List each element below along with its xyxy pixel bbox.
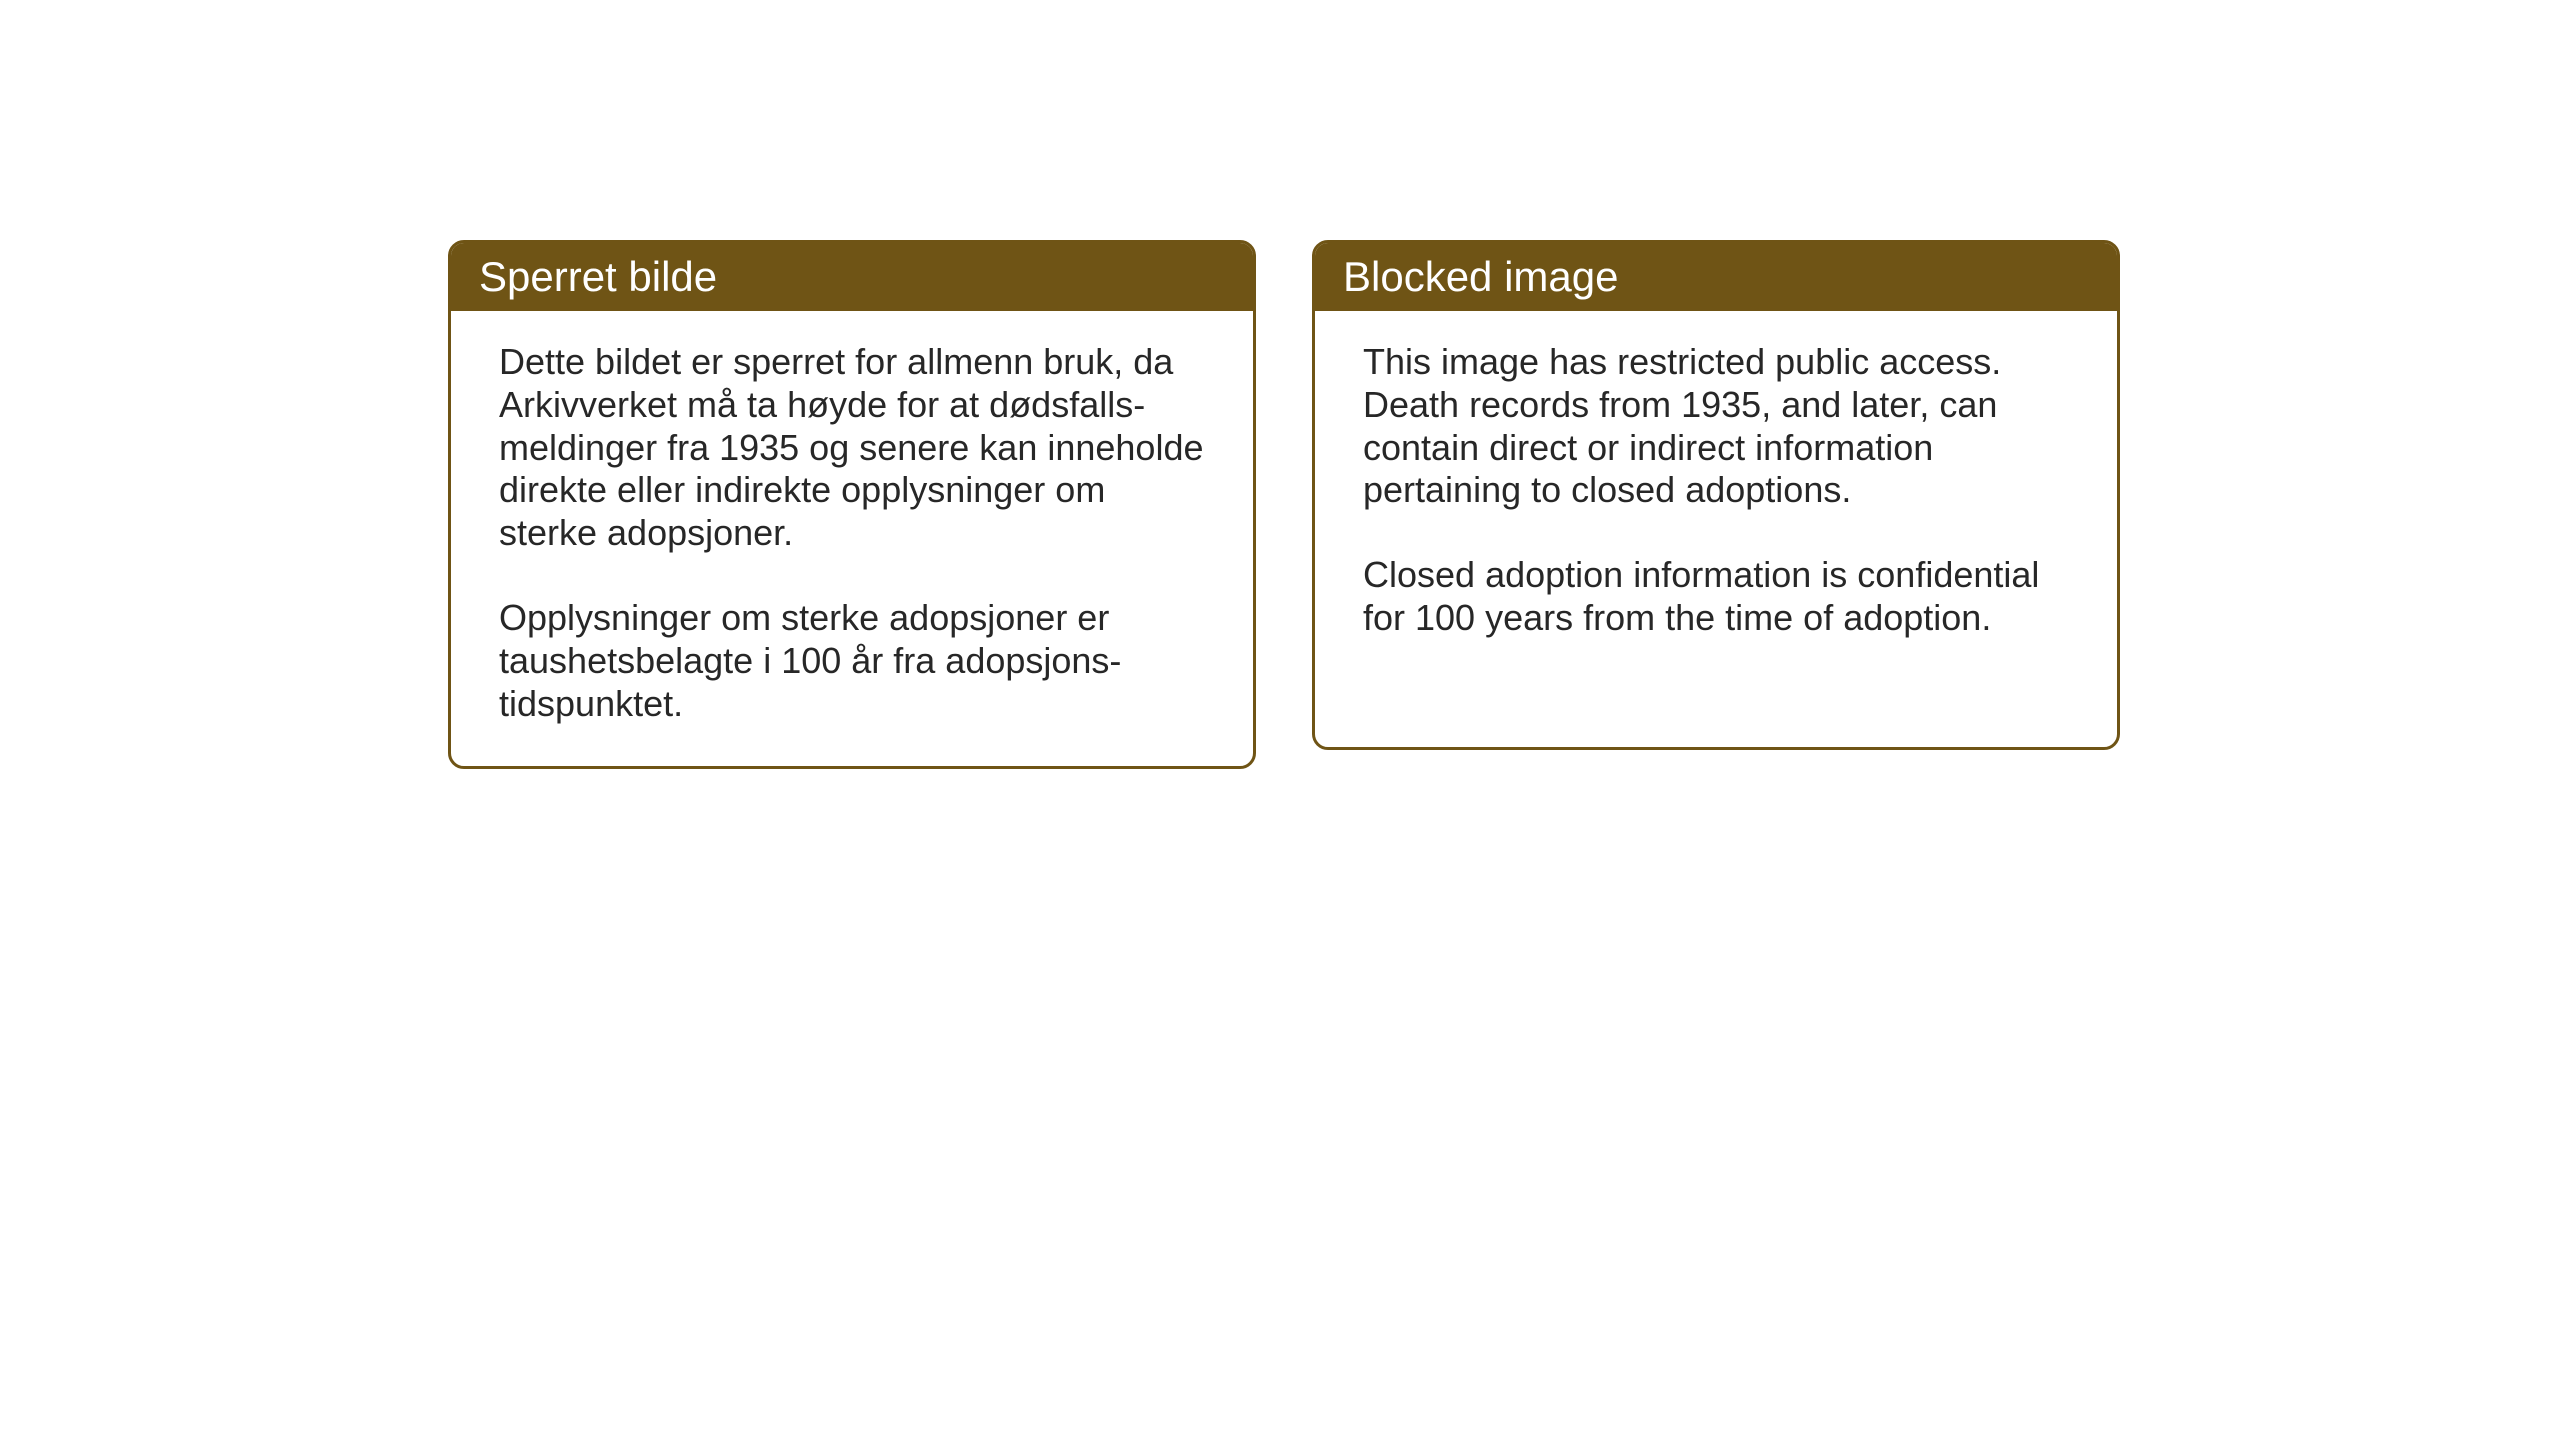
notice-card-english: Blocked image This image has restricted … (1312, 240, 2120, 750)
notice-header-english: Blocked image (1315, 243, 2117, 311)
notice-card-norwegian: Sperret bilde Dette bildet er sperret fo… (448, 240, 1256, 769)
notice-container: Sperret bilde Dette bildet er sperret fo… (448, 240, 2120, 769)
notice-title-norwegian: Sperret bilde (479, 253, 717, 300)
notice-body-english: This image has restricted public access.… (1315, 311, 2117, 680)
notice-header-norwegian: Sperret bilde (451, 243, 1253, 311)
notice-title-english: Blocked image (1343, 253, 1618, 300)
notice-paragraph-2-english: Closed adoption information is confident… (1363, 554, 2069, 640)
notice-paragraph-2-norwegian: Opplysninger om sterke adopsjoner er tau… (499, 597, 1205, 725)
notice-body-norwegian: Dette bildet er sperret for allmenn bruk… (451, 311, 1253, 766)
notice-paragraph-1-norwegian: Dette bildet er sperret for allmenn bruk… (499, 341, 1205, 555)
notice-paragraph-1-english: This image has restricted public access.… (1363, 341, 2069, 512)
